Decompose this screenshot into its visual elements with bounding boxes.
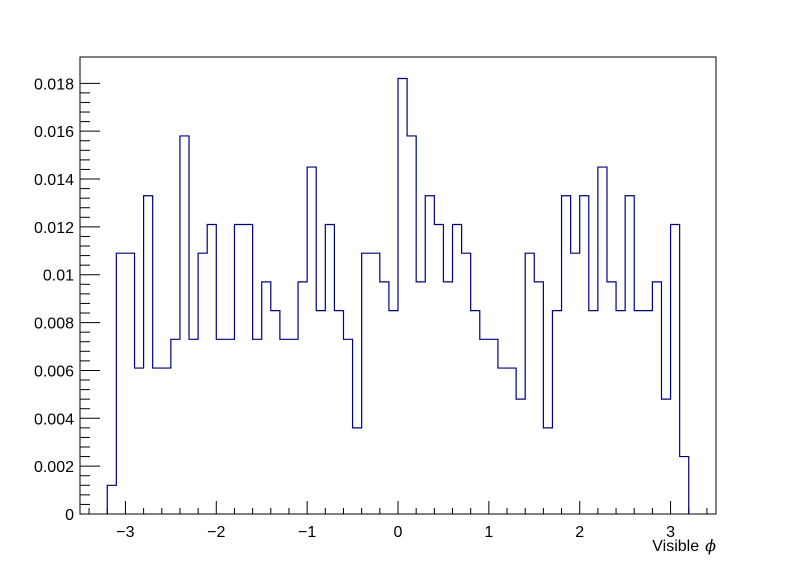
y-tick-label: 0.004 (34, 411, 74, 428)
histogram-bin (480, 339, 498, 514)
histogram-bin (135, 368, 144, 514)
histogram-bin (671, 224, 680, 514)
histogram-bin (625, 196, 634, 514)
histogram-bin (334, 311, 343, 514)
histogram-bin (571, 253, 580, 514)
histogram-bin (107, 485, 116, 514)
histogram-bin (380, 282, 389, 514)
y-tick-label: 0.014 (34, 172, 74, 189)
y-tick-label: 0.002 (34, 459, 74, 476)
y-tick-label: 0 (65, 507, 74, 524)
histogram-bin (462, 253, 471, 514)
histogram-bin (153, 368, 171, 514)
x-axis-title: Visible ϕ (652, 536, 716, 555)
histogram-bin (453, 224, 462, 514)
histogram-bin (316, 311, 325, 514)
x-tick-label: −2 (207, 524, 225, 541)
histogram-bin (516, 399, 525, 514)
histogram-bin (325, 224, 334, 514)
histogram-bin (171, 339, 180, 514)
histogram-bin (307, 167, 316, 514)
histogram-bin (580, 196, 589, 514)
x-tick-label: 0 (394, 524, 403, 541)
histogram-bin (144, 196, 153, 514)
x-tick-label: 1 (484, 524, 493, 541)
tick-labels: 0 0.002 0.004 0.006 0.008 0.01 0.012 0.014 0.016… (34, 76, 675, 541)
histogram-bin (425, 196, 434, 514)
histogram-bin (407, 136, 416, 514)
histogram-bin (362, 253, 380, 514)
histogram-bin (353, 428, 362, 514)
histogram-bin (189, 339, 198, 514)
histogram-bin (471, 311, 480, 514)
histogram-bin (534, 282, 543, 514)
histogram-bin (552, 311, 561, 514)
histogram-bin (598, 167, 607, 514)
x-axis-title-text: Visible (652, 538, 699, 555)
histogram-bin (434, 224, 443, 514)
x-tick-label: 2 (575, 524, 584, 541)
histogram-bin (343, 339, 352, 514)
y-tick-label: 0.008 (34, 316, 74, 333)
y-tick-label: 0.018 (34, 76, 74, 93)
histogram-bin (180, 136, 189, 514)
x-tick-label: −1 (298, 524, 316, 541)
histogram-bin (652, 282, 661, 514)
histogram-bin (234, 224, 252, 514)
histogram-bin (262, 282, 271, 514)
histogram-bin (661, 399, 670, 514)
histogram-bin (589, 311, 598, 514)
histogram-bin (416, 282, 425, 514)
histogram-bin (116, 253, 134, 514)
histogram-bin (207, 224, 216, 514)
histogram-bin (389, 311, 398, 514)
histogram-bin (525, 253, 534, 514)
histogram-bin (398, 79, 407, 514)
y-tick-label: 0.012 (34, 220, 74, 237)
histogram-bin (543, 428, 552, 514)
histogram-bin (253, 339, 262, 514)
histogram-bin (443, 282, 452, 514)
histogram-bin (498, 368, 516, 514)
y-tick-label: 0.016 (34, 124, 74, 141)
histogram-bin (280, 339, 298, 514)
y-tick-label: 0.01 (43, 268, 74, 285)
x-tick-label: −3 (116, 524, 134, 541)
histogram-bin (616, 311, 625, 514)
histogram-bin (680, 457, 689, 514)
histogram-bin (198, 253, 207, 514)
histogram-bin (607, 282, 616, 514)
x-tick-label: 3 (666, 524, 675, 541)
plot-frame (79, 56, 717, 515)
histogram-bin (634, 311, 652, 514)
histogram-bin (271, 311, 280, 514)
y-tick-label: 0.006 (34, 363, 74, 380)
x-axis-title-symbol: ϕ (705, 536, 716, 555)
histogram-bin (562, 196, 571, 514)
histogram-series-line (106, 77, 690, 514)
histogram-bin (298, 282, 307, 514)
histogram-bin (216, 339, 234, 514)
axis-ticks (80, 82, 708, 515)
